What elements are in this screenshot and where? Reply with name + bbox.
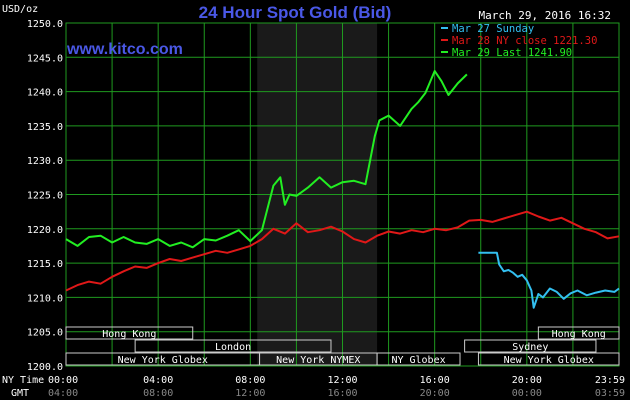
x-tick-label-ny: 23:59 [595, 375, 625, 386]
x-tick-label-gmt: 04:00 [48, 388, 78, 399]
y-tick-label: 1230.0 [27, 156, 63, 167]
grid-lines [66, 22, 619, 367]
session-box [376, 352, 461, 366]
session-box [477, 352, 620, 366]
session-label: New York NYMEX [276, 355, 360, 366]
x-tick-label-gmt: 12:00 [235, 388, 265, 399]
ny-time-label: NY Time [2, 375, 44, 386]
session-box [65, 326, 194, 340]
y-tick-label: 1220.0 [27, 225, 63, 236]
y-tick-label: 1210.0 [27, 293, 63, 304]
y-tick-label: 1215.0 [27, 259, 63, 270]
y-tick-label: 1240.0 [27, 88, 63, 99]
legend-label: Mar 28 NY close 1221.30 [452, 35, 597, 47]
x-tick-label-ny: 08:00 [235, 375, 265, 386]
session-label: London [215, 342, 251, 353]
session-label: New York Globex [118, 355, 208, 366]
x-tick-label-ny: 04:00 [143, 375, 173, 386]
y-tick-label: 1205.0 [27, 328, 63, 339]
session-label: NY Globex [391, 355, 445, 366]
x-tick-label-ny: 20:00 [512, 375, 542, 386]
gmt-label: GMT [11, 388, 29, 399]
session-label: New York Globex [504, 355, 594, 366]
series-line [65, 210, 620, 292]
y-tick-label: 1250.0 [27, 19, 63, 30]
chart-title: 24 Hour Spot Gold (Bid) [199, 3, 392, 22]
x-tick-label-gmt: 00:00 [512, 388, 542, 399]
legend-label: Mar 27 Sunday [452, 23, 534, 35]
x-tick-label-ny: 00:00 [48, 375, 78, 386]
y-tick-label: 1200.0 [27, 362, 63, 373]
y-tick-label: 1225.0 [27, 191, 63, 202]
x-tick-label-gmt: 08:00 [143, 388, 173, 399]
session-box [537, 326, 620, 340]
session-label: Hong Kong [102, 329, 156, 340]
series-line [478, 251, 620, 309]
y-axis-unit: USD/oz [2, 4, 38, 15]
legend-label: Mar 29 Last 1241.90 [452, 47, 572, 59]
x-tick-label-ny: 12:00 [327, 375, 357, 386]
y-tick-label: 1245.0 [27, 53, 63, 64]
y-axis-ticks: 1200.0 1205.0 1210.0 1215.0 1220.0 1225.0 1230… [27, 19, 63, 373]
session-label: Sydney [512, 342, 548, 353]
x-tick-label-gmt: 20:00 [420, 388, 450, 399]
price-series [65, 70, 620, 309]
market-sessions: Hong Kong Hong Kong London Sydney New York G… [65, 326, 620, 366]
session-box [134, 339, 332, 353]
session-label: Hong Kong [552, 329, 606, 340]
x-tick-label-gmt: 03:59 [595, 388, 625, 399]
x-tick-label-ny: 16:00 [420, 375, 450, 386]
y-tick-label: 1235.0 [27, 122, 63, 133]
website-label: www.kitco.com [66, 41, 183, 58]
chart-date: March 29, 2016 16:32 [479, 9, 611, 22]
session-box [464, 339, 597, 353]
plot-frame [65, 22, 620, 367]
series-line [65, 70, 468, 249]
x-tick-label-gmt: 16:00 [327, 388, 357, 399]
x-axis-ticks: 00:00 04:00 04:00 08:00 08:00 12:00 12:00 16:00… [48, 375, 625, 399]
